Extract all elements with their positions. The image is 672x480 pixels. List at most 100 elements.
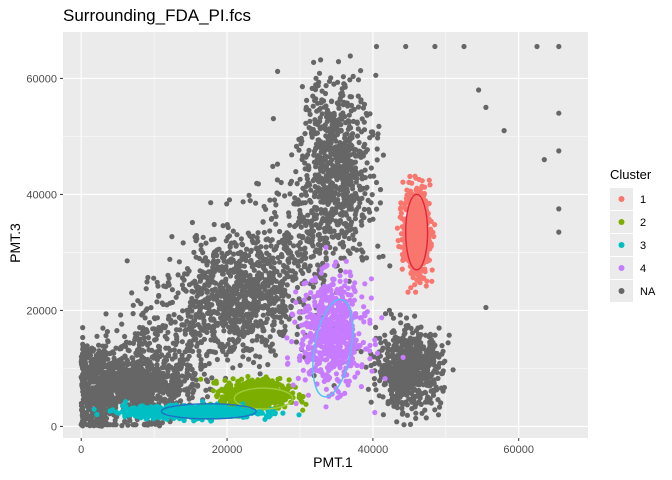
point-na <box>144 306 150 312</box>
point-na <box>356 139 362 146</box>
point-na <box>270 271 276 277</box>
point-na <box>419 410 425 416</box>
point-na <box>200 258 206 264</box>
point-na <box>440 360 446 366</box>
point-na <box>267 197 273 203</box>
point-cluster-1 <box>419 178 425 184</box>
point-na <box>157 353 163 359</box>
point-na <box>210 279 217 285</box>
point-na <box>134 335 140 341</box>
point-na <box>140 310 146 316</box>
point-na <box>162 325 168 331</box>
point-na <box>277 315 283 321</box>
point-na <box>310 228 317 234</box>
point-na <box>350 73 356 79</box>
point-na <box>394 419 400 425</box>
point-na <box>322 157 328 163</box>
point-na <box>201 318 207 324</box>
point-na <box>338 128 344 134</box>
point-na <box>338 121 344 128</box>
point-na <box>119 321 125 327</box>
point-na <box>322 229 328 235</box>
point-na <box>256 363 262 370</box>
point-cluster-1 <box>417 280 423 286</box>
point-na <box>172 352 178 358</box>
point-na <box>381 365 387 371</box>
point-na <box>323 210 329 216</box>
point-na <box>417 362 423 369</box>
point-na <box>373 324 379 330</box>
point-na <box>196 348 202 354</box>
point-na <box>358 99 364 105</box>
point-na <box>255 307 261 313</box>
point-na <box>367 217 373 223</box>
point-na <box>324 224 330 230</box>
point-na <box>257 371 263 377</box>
point-na <box>200 234 206 240</box>
point-na <box>197 308 203 314</box>
point-na <box>302 245 308 251</box>
point-na <box>100 325 106 331</box>
point-na <box>298 267 304 274</box>
point-na <box>234 297 240 303</box>
point-na <box>103 311 109 317</box>
point-na <box>184 369 190 376</box>
point-na <box>151 367 157 373</box>
point-cluster-1 <box>413 175 419 181</box>
point-na <box>322 90 329 97</box>
point-na <box>356 204 362 210</box>
point-na <box>226 348 232 355</box>
point-na <box>211 309 217 315</box>
point-na <box>166 282 172 288</box>
point-na <box>316 153 322 159</box>
point-na <box>227 273 234 279</box>
point-na <box>392 341 398 348</box>
point-na <box>271 197 278 203</box>
point-na <box>413 410 419 416</box>
point-cluster-1 <box>412 282 418 288</box>
point-na <box>316 179 322 185</box>
point-na <box>436 325 442 331</box>
point-na <box>167 397 173 403</box>
point-na <box>262 277 268 283</box>
point-na <box>344 229 350 235</box>
point-na <box>125 362 131 368</box>
point-na <box>293 339 299 345</box>
point-na <box>252 285 258 292</box>
point-na <box>404 325 410 331</box>
point-na <box>204 289 210 295</box>
point-na <box>130 355 136 362</box>
point-cluster-1 <box>426 177 432 183</box>
point-na <box>417 370 423 376</box>
point-na <box>429 372 435 378</box>
point-na <box>231 251 237 257</box>
point-na <box>346 112 352 118</box>
point-na <box>174 370 180 376</box>
point-na <box>232 320 238 326</box>
point-na <box>307 118 313 124</box>
point-cluster-2 <box>286 377 292 383</box>
point-na <box>178 398 184 404</box>
point-na <box>318 126 324 132</box>
point-na <box>377 200 383 206</box>
point-na <box>347 53 353 59</box>
point-na <box>305 152 311 158</box>
point-na <box>167 347 173 353</box>
point-na <box>81 410 87 416</box>
point-na <box>144 279 150 285</box>
point-na <box>240 314 246 320</box>
point-na <box>359 213 365 219</box>
point-na <box>319 99 325 105</box>
point-na <box>263 256 269 262</box>
point-na <box>297 219 303 225</box>
point-na <box>330 194 336 200</box>
point-na <box>226 324 232 330</box>
point-na <box>270 116 276 122</box>
point-na <box>238 329 244 335</box>
point-na <box>208 317 214 323</box>
point-na <box>215 258 221 264</box>
point-na <box>132 387 138 393</box>
point-na <box>139 347 145 353</box>
point-na <box>171 347 177 353</box>
point-na <box>248 257 254 264</box>
